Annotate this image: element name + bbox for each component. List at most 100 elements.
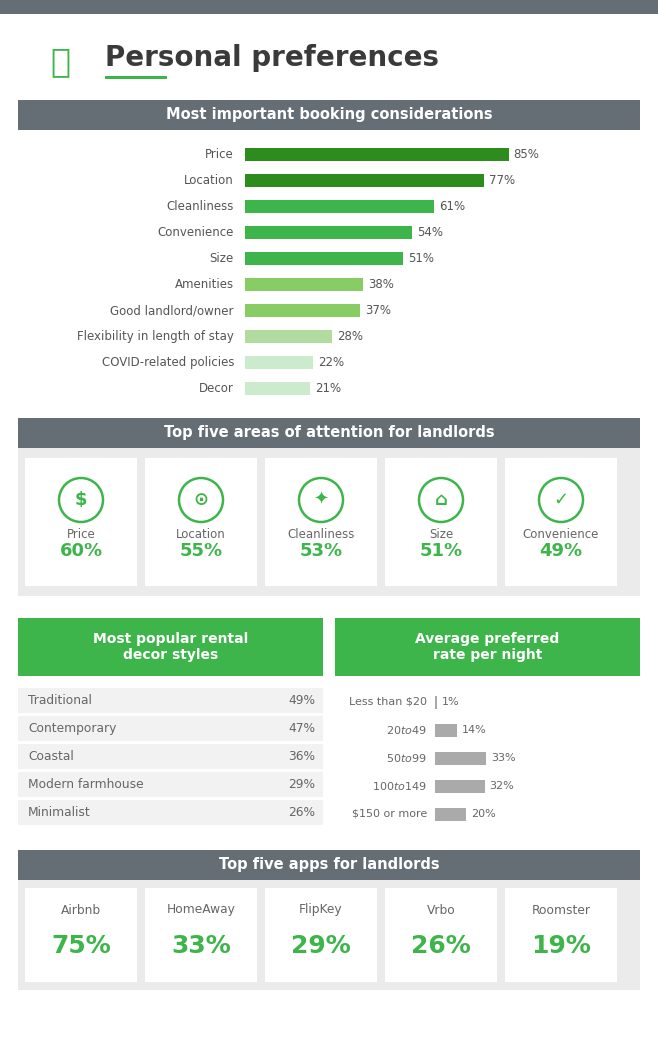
Text: 85%: 85% (513, 148, 540, 161)
Text: 29%: 29% (288, 778, 315, 791)
Bar (145, 888, 257, 983)
Text: Airbnb: Airbnb (61, 903, 101, 917)
Text: Less than $20: Less than $20 (349, 697, 427, 707)
Text: Vrbo: Vrbo (426, 903, 455, 917)
Text: Top five areas of attention for landlords: Top five areas of attention for landlord… (164, 426, 494, 440)
Text: Contemporary: Contemporary (28, 722, 116, 735)
Text: Size: Size (210, 252, 234, 265)
Text: Minimalist: Minimalist (28, 806, 91, 819)
Text: Size: Size (429, 528, 453, 540)
Text: $100 to $149: $100 to $149 (372, 780, 427, 792)
Text: $50 to $99: $50 to $99 (386, 752, 427, 765)
Text: Personal preferences: Personal preferences (105, 44, 439, 72)
Bar (245, 278, 363, 291)
Bar (245, 382, 310, 395)
Text: 19%: 19% (531, 933, 591, 959)
Text: 75%: 75% (51, 933, 111, 959)
Bar (265, 888, 377, 983)
Bar (505, 458, 617, 586)
Text: 38%: 38% (368, 278, 393, 291)
Text: 37%: 37% (365, 304, 391, 317)
Bar (245, 148, 509, 161)
Bar (145, 458, 257, 586)
Bar (18, 880, 640, 990)
Text: COVID-related policies: COVID-related policies (101, 356, 234, 369)
Text: Most popular rental
decor styles: Most popular rental decor styles (93, 632, 248, 662)
Text: Average preferred
rate per night: Average preferred rate per night (415, 632, 559, 662)
Bar (18, 418, 640, 448)
Text: 55%: 55% (180, 542, 222, 560)
Text: 33%: 33% (491, 753, 516, 763)
Text: Cleanliness: Cleanliness (288, 528, 355, 540)
Text: 26%: 26% (288, 806, 315, 819)
Text: ⊙: ⊙ (193, 491, 209, 509)
Text: Convenience: Convenience (523, 528, 599, 540)
Bar (435, 807, 466, 821)
Text: 14%: 14% (462, 725, 486, 735)
Bar (385, 458, 497, 586)
Bar (435, 779, 484, 793)
Text: Location: Location (176, 528, 226, 540)
Text: 60%: 60% (59, 542, 103, 560)
Text: $20 to $49: $20 to $49 (386, 724, 427, 736)
Text: Traditional: Traditional (28, 694, 92, 707)
Bar (435, 696, 436, 708)
Bar (18, 744, 323, 769)
Text: ✦: ✦ (313, 491, 328, 509)
Text: ⌂: ⌂ (434, 491, 447, 509)
Bar (435, 752, 486, 765)
Text: 51%: 51% (419, 542, 463, 560)
Bar (245, 174, 484, 187)
Text: Roomster: Roomster (532, 903, 590, 917)
Text: Convenience: Convenience (158, 226, 234, 239)
Bar (385, 888, 497, 983)
Text: FlipKey: FlipKey (299, 903, 343, 917)
Bar (245, 200, 434, 213)
Bar (265, 458, 377, 586)
Text: Coastal: Coastal (28, 750, 74, 763)
Bar (245, 304, 360, 317)
Text: 77%: 77% (489, 174, 515, 187)
Bar (245, 330, 332, 343)
Text: 61%: 61% (439, 200, 465, 213)
Text: Amenities: Amenities (175, 278, 234, 291)
Text: Cleanliness: Cleanliness (166, 200, 234, 213)
Bar (245, 252, 403, 265)
Text: Decor: Decor (199, 382, 234, 395)
Text: HomeAway: HomeAway (166, 903, 236, 917)
Bar (25, 458, 137, 586)
Bar (18, 618, 323, 676)
Bar (105, 76, 167, 79)
Bar (18, 800, 323, 825)
Text: $: $ (75, 491, 88, 509)
Text: 49%: 49% (288, 694, 315, 707)
Text: 28%: 28% (337, 330, 363, 343)
Text: 36%: 36% (288, 750, 315, 763)
Bar (505, 888, 617, 983)
Text: 53%: 53% (299, 542, 343, 560)
Text: Modern farmhouse: Modern farmhouse (28, 778, 143, 791)
Text: Location: Location (184, 174, 234, 187)
Text: 47%: 47% (288, 722, 315, 735)
Text: 👍: 👍 (50, 46, 70, 78)
Text: 49%: 49% (540, 542, 582, 560)
Text: Flexibility in length of stay: Flexibility in length of stay (77, 330, 234, 343)
Text: 26%: 26% (411, 933, 471, 959)
Text: Most important booking considerations: Most important booking considerations (166, 107, 492, 122)
Text: 22%: 22% (318, 356, 344, 369)
Bar (0, 0, 658, 14)
Text: 32%: 32% (490, 781, 515, 791)
Bar (245, 226, 413, 239)
Text: 29%: 29% (291, 933, 351, 959)
Bar (435, 724, 457, 736)
Bar (18, 850, 640, 880)
Bar (18, 100, 640, 130)
Text: Top five apps for landlords: Top five apps for landlords (218, 857, 440, 873)
Text: Price: Price (205, 148, 234, 161)
Bar (245, 356, 313, 369)
Text: 21%: 21% (315, 382, 342, 395)
Text: ✓: ✓ (553, 491, 569, 509)
Text: 33%: 33% (171, 933, 231, 959)
Text: 54%: 54% (417, 226, 443, 239)
Bar (18, 772, 323, 797)
